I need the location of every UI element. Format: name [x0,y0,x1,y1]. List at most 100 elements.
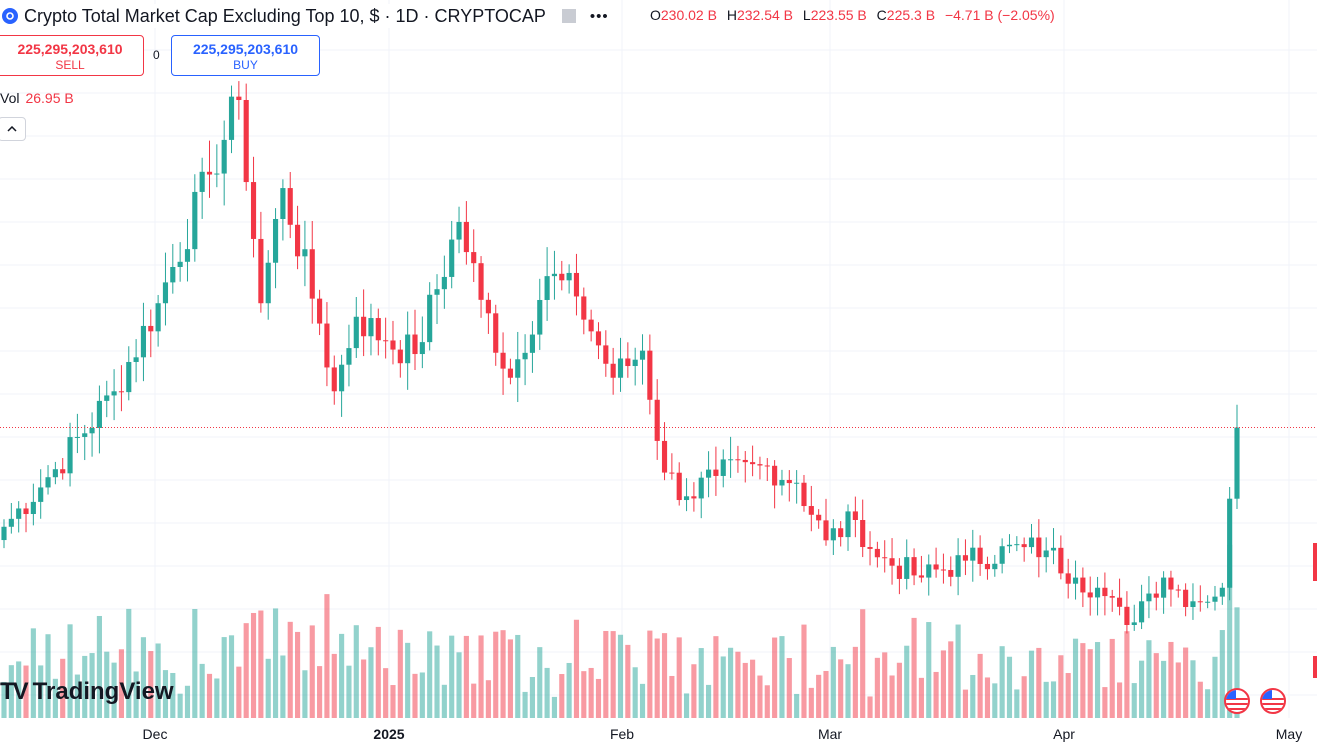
us-flag-event-icon[interactable] [1224,688,1250,714]
candle-body [493,313,499,353]
symbol-logo-icon[interactable] [2,8,18,24]
volume-bar [955,624,961,718]
volume-bar [1219,630,1225,718]
candle-body [595,331,602,346]
symbol-title[interactable]: Crypto Total Market Cap Excluding Top 10… [24,5,546,26]
volume-bar [361,659,367,718]
tradingview-logo-icon: TV [0,678,29,705]
volume-bar [999,646,1005,718]
candle-body [661,440,668,473]
candle-body [984,563,991,570]
volume-bar [353,625,359,718]
volume-bar [500,630,506,718]
candle-body [471,252,477,264]
candle-body [1036,537,1042,558]
chevron-up-icon[interactable] [0,117,26,141]
volume-bar [683,693,690,718]
candle-body [463,221,469,253]
candle-body [485,299,491,314]
candle-body [838,528,844,538]
volume-bar [948,641,954,718]
candle-body [1006,544,1013,547]
volume-bar [258,610,264,718]
candle-body [1050,547,1057,551]
candle-body [573,272,580,297]
tradingview-watermark[interactable]: TV TradingView [0,678,174,706]
candle-body [529,334,535,353]
candle-body [867,547,873,549]
candle-body [309,249,315,299]
candle-body [16,508,22,519]
volume-bar [610,631,616,718]
sell-button[interactable]: 225,295,203,610 SELL [0,35,144,76]
volume-bar [419,672,425,718]
volume-bar [243,623,249,718]
volume-bar [691,664,697,718]
price-axis-marker [1313,543,1317,581]
candle-body [1234,427,1240,499]
volume-value: 26.95 B [25,90,74,106]
volume-bar [199,663,205,718]
ohlc-close-value: 225.3 B [886,7,936,23]
volume-bar [478,635,484,718]
volume-bar [940,650,946,718]
volume-bar [1102,687,1108,718]
candle-body [544,276,550,300]
volume-bar [331,653,337,718]
three-dots-icon[interactable]: ••• [589,7,609,25]
volume-bar [170,672,176,718]
candle-body [603,345,609,364]
volume-bar [177,693,183,718]
volume-bar [559,674,565,718]
buy-label: BUY [233,58,258,72]
volume-bar [573,619,580,718]
volume-bar [405,642,411,718]
candle-body [992,563,998,570]
candle-body [625,358,631,367]
candle-body [339,364,345,392]
candle-body [206,171,213,175]
volume-bar [742,662,748,718]
candle-body [302,249,308,257]
volume-bars [1,544,1240,718]
volume-bar [654,638,660,718]
volume-bar [272,608,279,718]
volume-bar [1227,544,1233,718]
candle-body [713,469,719,476]
volume-bar [346,665,352,718]
flag-icon[interactable] [561,9,576,23]
candle-body [74,436,80,438]
candle-body [955,555,961,577]
buy-button[interactable]: 225,295,203,610 BUY [171,35,320,76]
volume-bar [133,671,139,718]
candle-body [1175,589,1181,591]
volume-bar [339,633,345,718]
candle-body [926,564,932,578]
volume-bar [669,675,675,718]
volume-bar [140,637,147,718]
candle-body [1183,589,1189,608]
volume-bar [295,631,301,718]
candle-body [962,555,969,561]
candle-body [654,399,660,441]
us-flag-event-icon[interactable] [1260,688,1286,714]
volume-bar [23,665,29,718]
volume-bar [60,658,66,718]
candle-body [346,348,352,365]
volume-bar [1212,656,1218,718]
volume-bar [368,647,374,718]
candle-body [757,464,763,466]
candle-body [647,350,653,400]
candles [1,81,1240,634]
candle-body [940,569,946,571]
candle-body [617,358,624,378]
x-tick-label: Mar [817,726,843,742]
volume-bar [537,647,543,718]
candle-body [60,469,66,474]
candle-body [794,482,800,484]
volume-bar [962,689,969,718]
candle-body [889,558,895,566]
candle-body [38,487,44,502]
candle-body [683,496,690,501]
